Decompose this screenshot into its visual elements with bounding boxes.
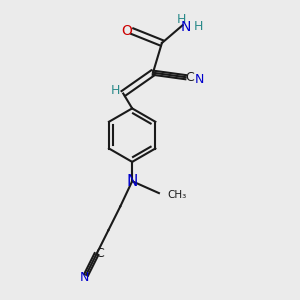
Text: O: O bbox=[122, 23, 132, 38]
Text: CH₃: CH₃ bbox=[167, 190, 187, 200]
Text: C: C bbox=[186, 71, 194, 84]
Text: N: N bbox=[127, 174, 138, 189]
Text: H: H bbox=[194, 20, 203, 33]
Text: N: N bbox=[181, 20, 191, 34]
Text: N: N bbox=[194, 73, 204, 86]
Text: C: C bbox=[96, 247, 104, 260]
Text: H: H bbox=[176, 13, 186, 26]
Text: N: N bbox=[80, 271, 89, 284]
Text: H: H bbox=[111, 84, 121, 97]
